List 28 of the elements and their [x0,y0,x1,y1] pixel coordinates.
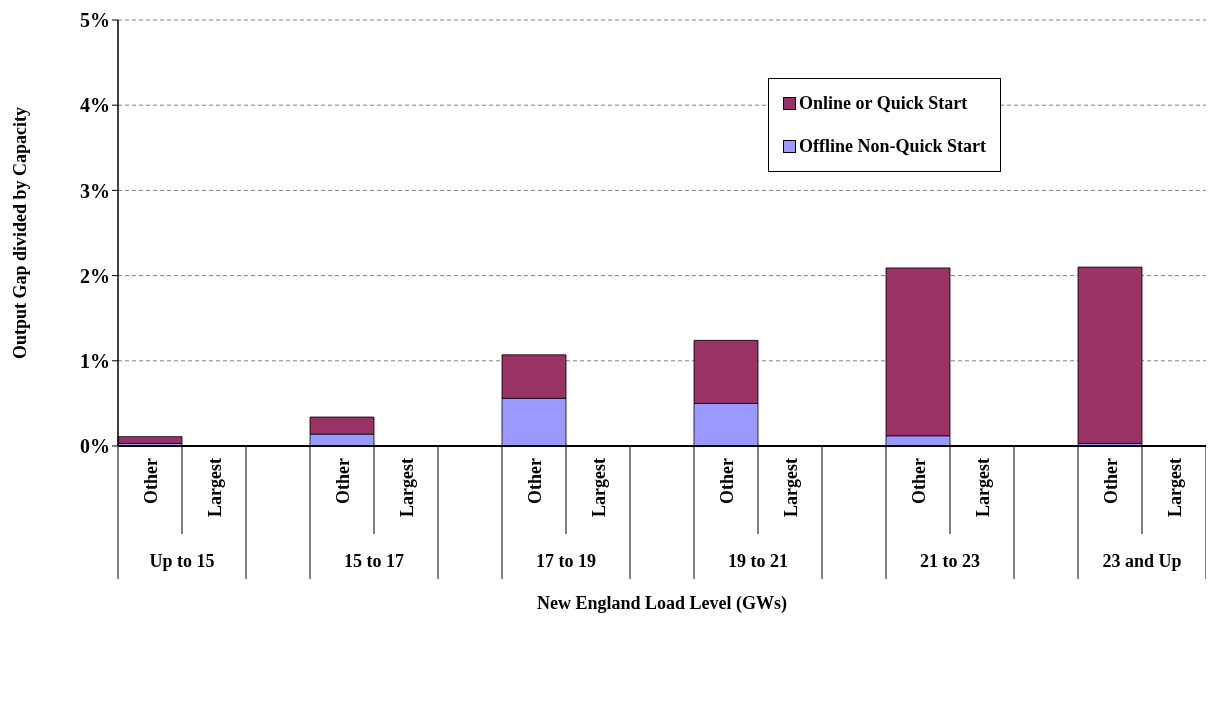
legend-label: Offline Non-Quick Start [799,136,986,157]
y-tick-label: 3% [80,179,110,202]
x-tick-label: Largest [589,458,609,517]
x-tick-label: Other [1101,457,1121,504]
text: 23 and Up [1102,551,1182,571]
text: 15 to 17 [344,551,404,571]
y-tick-label: 4% [80,94,110,117]
text: 19 to 21 [728,551,788,571]
y-tick-label: 2% [80,264,110,287]
y-tick-label: 5% [80,9,110,32]
x-tick-label: Largest [781,458,801,517]
text: Up to 15 [149,551,215,571]
x-tick-label: Largest [973,458,993,517]
text: 17 to 19 [536,551,596,571]
x-tick-label: Other [525,457,545,504]
x-tick-label: Largest [205,458,225,517]
y-tick-label: 1% [80,349,110,372]
legend-label: Online or Quick Start [799,93,968,114]
x-tick-label: Other [909,457,929,504]
x-tick-label: Largest [397,458,417,517]
x-tick-label: Largest [1165,458,1185,517]
y-axis-title: Output Gap divided by Capacity [10,106,31,360]
y-tick-label: 0% [80,435,110,458]
x-tick-label: Other [141,457,161,504]
x-axis-title: New England Load Level (GWs) [536,593,788,614]
x-tick-label: Other [717,457,737,504]
x-tick-label: Other [333,457,353,504]
text: 21 to 23 [920,551,980,571]
